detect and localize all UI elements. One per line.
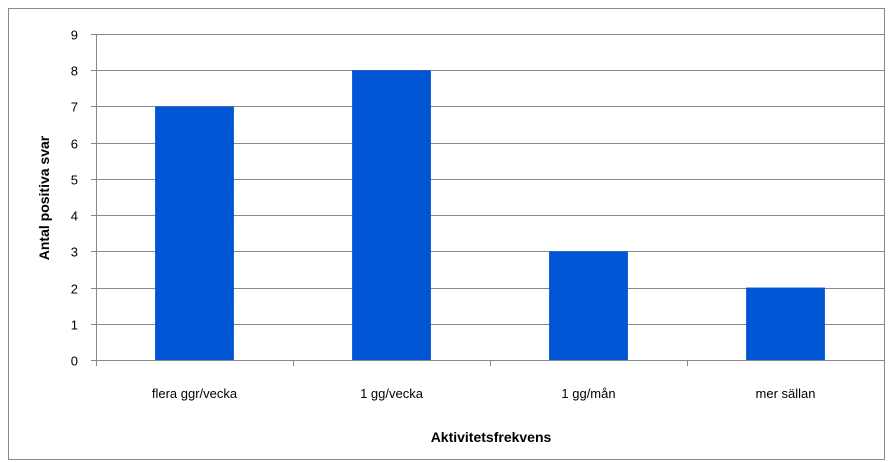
y-tick-label: 4 [71,209,78,224]
bar [352,70,431,360]
bar [549,251,628,360]
y-tick-label: 9 [71,28,78,43]
bars [155,70,825,360]
y-axis-ticks: 0 1 2 3 4 5 6 7 8 9 [71,28,97,369]
y-tick-label: 2 [71,282,78,297]
y-tick-label: 5 [71,173,78,188]
y-tick-label: 8 [71,64,78,79]
x-tick-label: 1 gg/mån [561,386,615,401]
y-tick-label: 3 [71,245,78,260]
y-tick-label: 0 [71,354,78,369]
bar [746,287,825,360]
x-axis [96,360,885,366]
y-tick-label: 6 [71,137,78,152]
x-tick-label: mer sällan [756,386,816,401]
x-tick-label: flera ggr/vecka [152,386,238,401]
x-axis-ticks: flera ggr/vecka 1 gg/vecka 1 gg/mån mer säl… [152,386,816,401]
y-tick-label: 1 [71,318,78,333]
bar [155,106,234,360]
y-tick-label: 7 [71,100,78,115]
chart-frame [8,8,885,460]
x-tick-label: 1 gg/vecka [360,386,424,401]
x-axis-title: Aktivitetsfrekvens [431,429,552,445]
y-axis-title: Antal positiva svar [36,135,52,260]
